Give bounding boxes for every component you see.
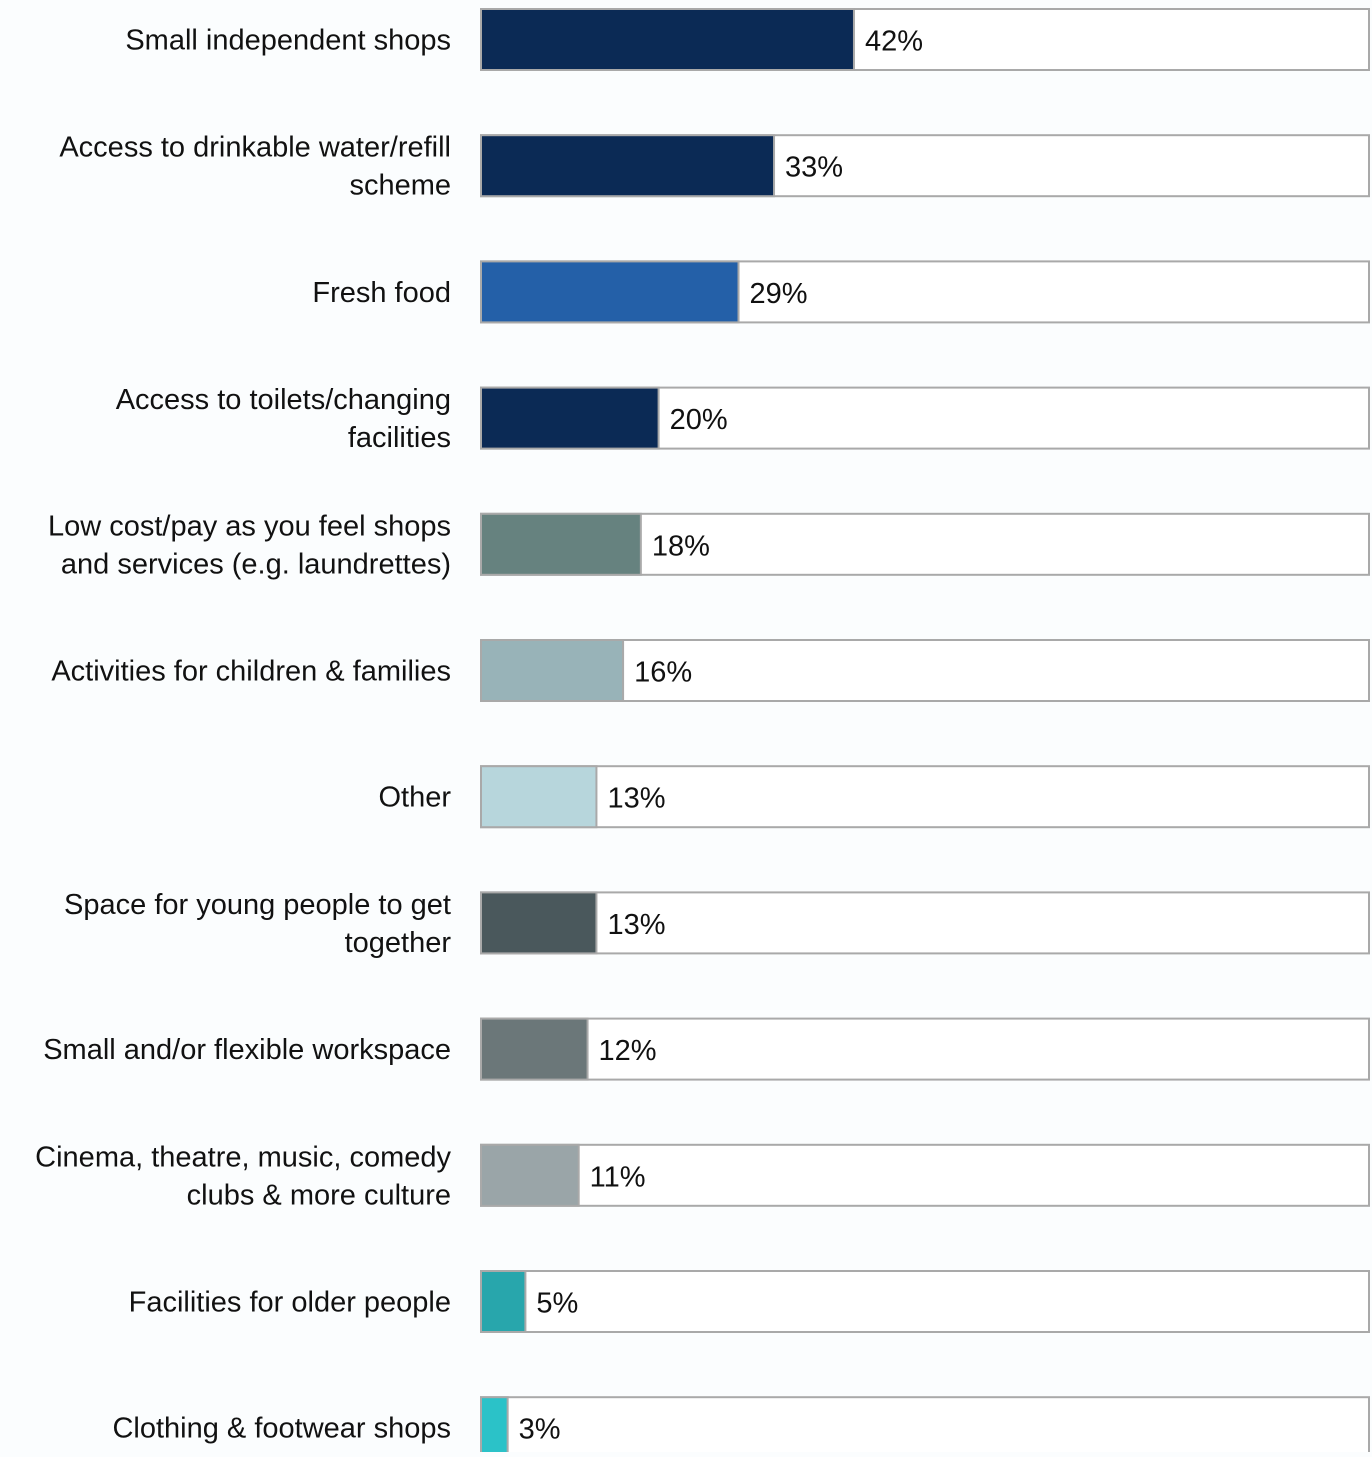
- data-label: 11%: [590, 1161, 646, 1193]
- data-label: 16%: [634, 657, 692, 689]
- data-label: 5%: [536, 1288, 578, 1320]
- bar: [481, 261, 739, 322]
- bar-row: 33% Access to drinkable water/refill schem…: [59, 132, 1369, 202]
- bar: [481, 766, 596, 827]
- data-label: 33%: [785, 152, 843, 184]
- category-label: Fresh food: [312, 277, 451, 309]
- bar: [481, 1145, 579, 1206]
- category-label: Small independent shops: [125, 25, 451, 57]
- data-label: 18%: [652, 530, 710, 562]
- bar: [481, 135, 774, 196]
- category-label: Small and/or flexible workspace: [43, 1034, 451, 1066]
- bar: [481, 388, 659, 449]
- data-label: 29%: [750, 278, 808, 310]
- bar-row: 11% Cinema, theatre, music, comedy clubs &…: [35, 1141, 1369, 1211]
- category-label: together: [345, 927, 452, 959]
- bar-track: [481, 1271, 1369, 1332]
- bar-row: 42% Small independent shops: [125, 9, 1369, 70]
- data-label: 13%: [607, 783, 665, 815]
- category-label: facilities: [348, 422, 451, 454]
- bar: [481, 892, 596, 953]
- bar-row: 16% Activities for children & families: [51, 640, 1369, 701]
- data-label: 13%: [607, 909, 665, 941]
- bar-row: 12% Small and/or flexible workspace: [43, 1019, 1369, 1080]
- category-label: Activities for children & families: [51, 656, 451, 688]
- category-label: Cinema, theatre, music, comedy: [35, 1141, 451, 1173]
- bar: [481, 514, 641, 575]
- bar-row: 29% Fresh food: [312, 261, 1369, 322]
- bar: [481, 1019, 588, 1080]
- bar-row: 20% Access to toilets/changing facilities: [116, 384, 1369, 454]
- category-label: Facilities for older people: [129, 1287, 451, 1319]
- category-label: Other: [378, 782, 451, 814]
- data-label: 12%: [599, 1035, 657, 1067]
- category-label: Low cost/pay as you feel shops: [48, 510, 451, 542]
- bar-row: 13% Space for young people to get together: [64, 889, 1369, 959]
- bar-row: 13% Other: [378, 766, 1369, 827]
- category-label: scheme: [349, 170, 451, 202]
- data-label: 42%: [865, 26, 923, 58]
- category-label: Space for young people to get: [64, 889, 451, 921]
- data-label: 3%: [519, 1414, 561, 1446]
- bar-row: 18% Low cost/pay as you feel shops and ser…: [48, 510, 1369, 580]
- data-label: 20%: [670, 404, 728, 436]
- category-label: clubs & more culture: [187, 1179, 451, 1211]
- category-label: Access to toilets/changing: [116, 384, 451, 416]
- category-label: Clothing & footwear shops: [112, 1413, 451, 1445]
- category-label: Access to drinkable water/refill: [59, 132, 451, 164]
- bar-track: [481, 1397, 1369, 1452]
- bar-row: 5% Facilities for older people: [129, 1271, 1369, 1332]
- category-label: and services (e.g. laundrettes): [61, 548, 451, 580]
- bar: [481, 9, 854, 70]
- bar: [481, 640, 623, 701]
- bar-row: 3% Clothing & footwear shops: [112, 1397, 1369, 1452]
- bar: [481, 1397, 508, 1452]
- bar: [481, 1271, 525, 1332]
